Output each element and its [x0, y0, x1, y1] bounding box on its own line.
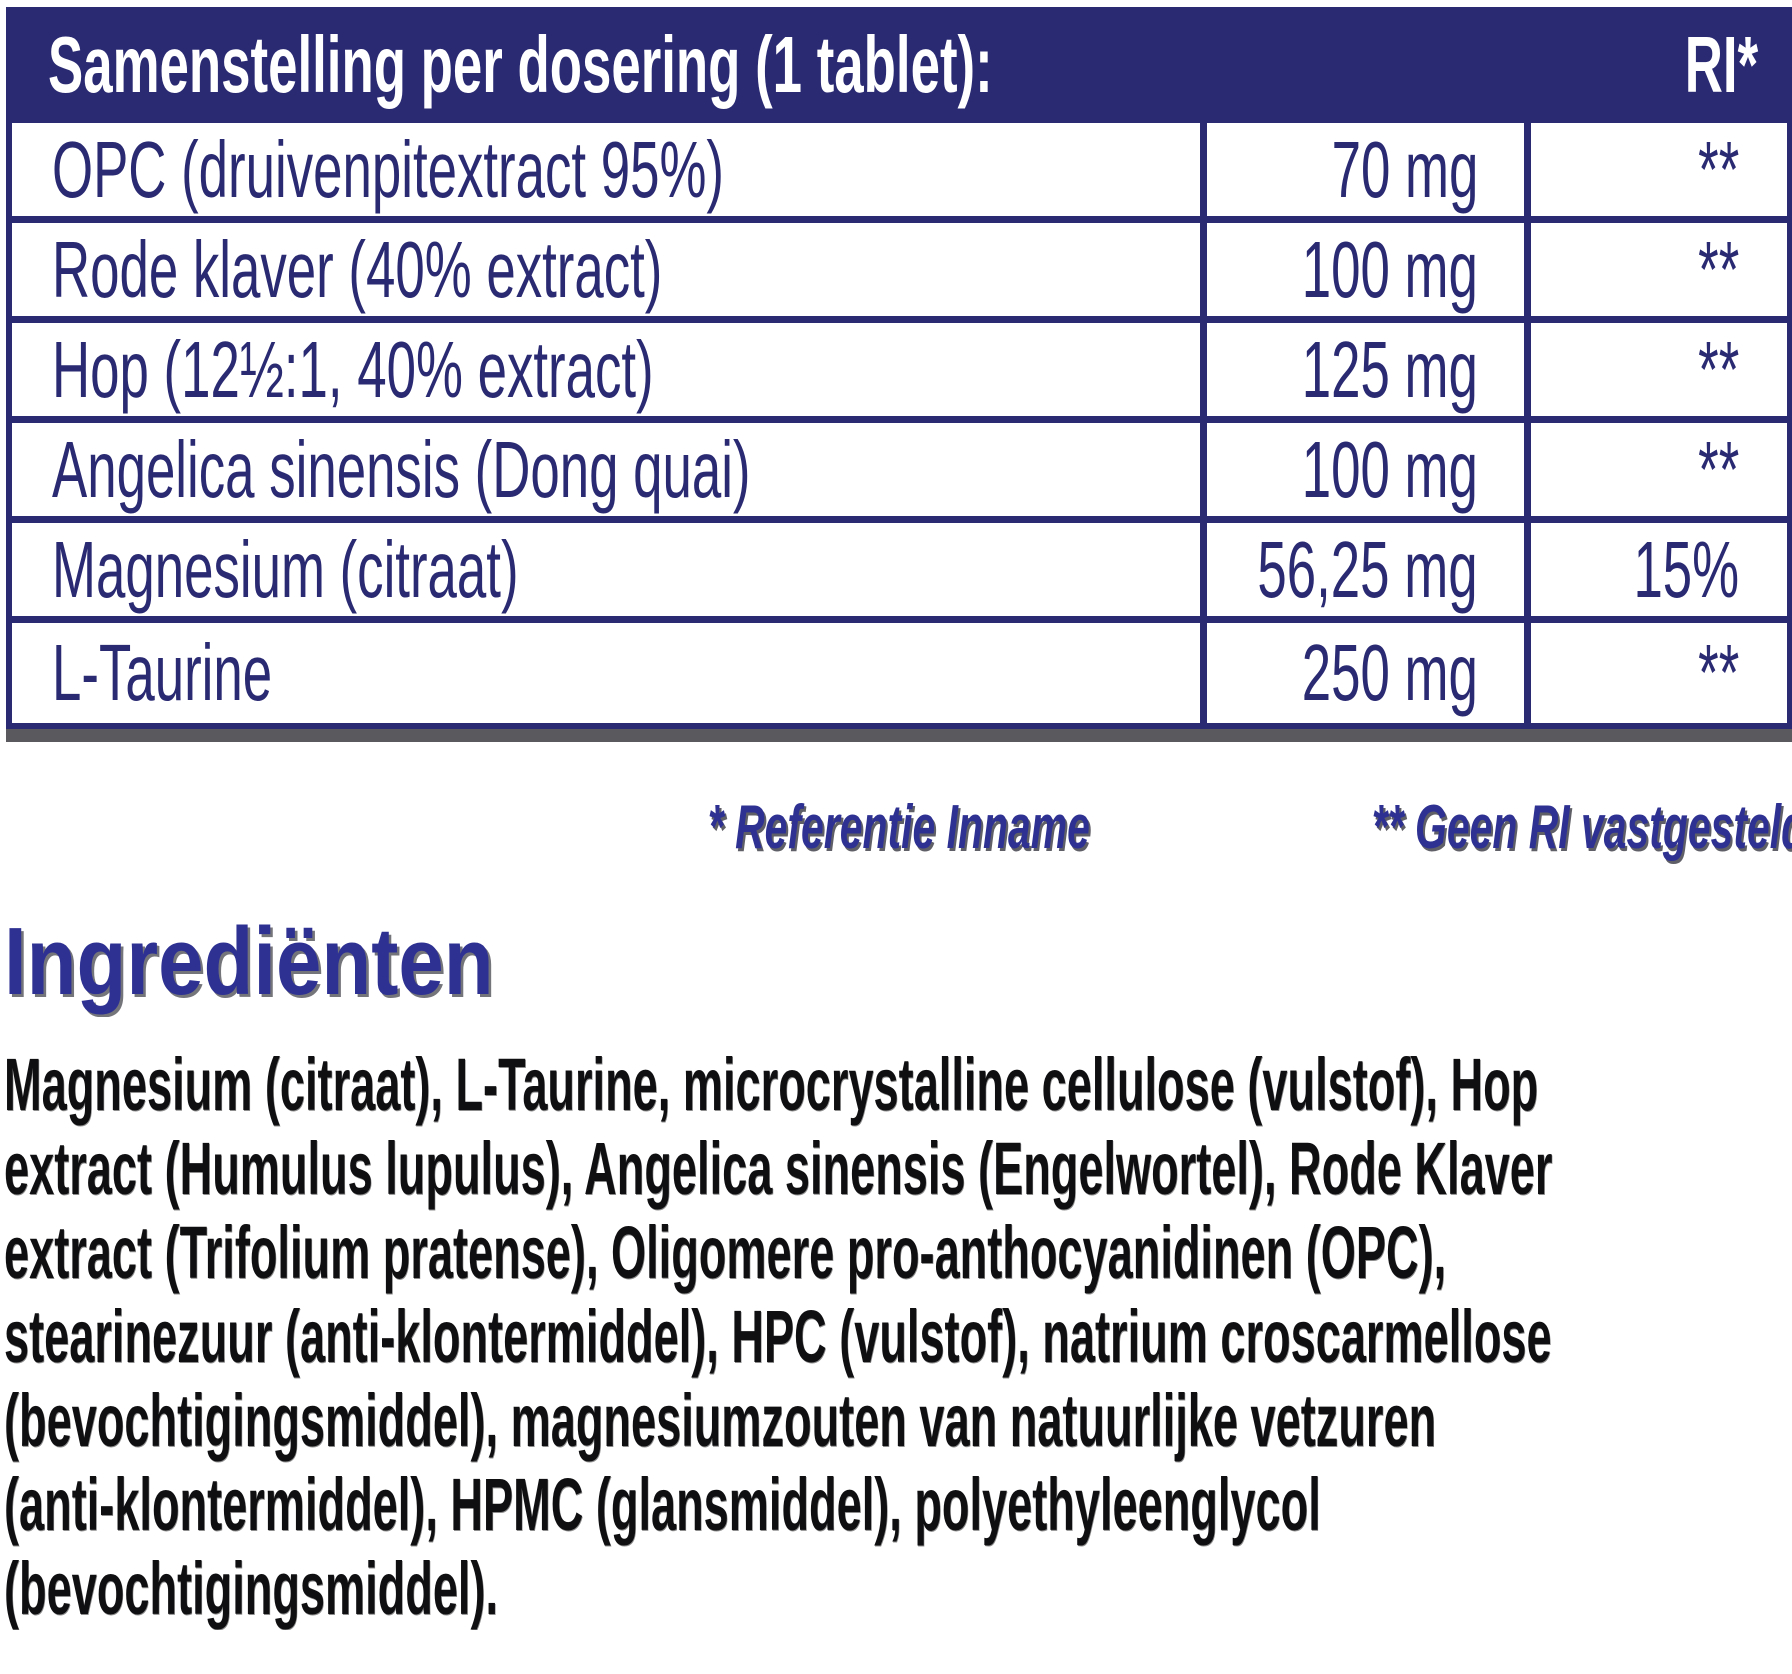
table-row: Angelica sinensis (Dong quai) 100 mg **: [12, 423, 1787, 523]
ri-column-header: RI*: [1684, 20, 1758, 109]
amount-cell: 56,25 mg: [1200, 523, 1524, 616]
ingredient-name: L-Taurine: [52, 628, 273, 717]
table-row: Hop (12½:1, 40% extract) 125 mg **: [12, 323, 1787, 423]
table-row: Rode klaver (40% extract) 100 mg **: [12, 223, 1787, 323]
ri-cell: **: [1524, 323, 1787, 416]
ingredient-name-cell: Rode klaver (40% extract): [12, 223, 1200, 316]
ingredients-body: Magnesium (citraat), L-Taurine, microcry…: [4, 1043, 1553, 1630]
ingredient-name: Magnesium (citraat): [52, 524, 519, 614]
supplement-label: Samenstelling per dosering (1 tablet): R…: [0, 7, 1792, 1631]
table-header: Samenstelling per dosering (1 tablet): R…: [6, 7, 1792, 123]
amount-cell: 100 mg: [1200, 223, 1524, 316]
table-row: OPC (druivenpitextract 95%) 70 mg **: [12, 123, 1787, 223]
ingredient-name: Hop (12½:1, 40% extract): [52, 324, 654, 414]
footnote: * Referentie Inname ** Geen RI vastgestel…: [0, 792, 1792, 863]
footnote-reference-intake: * Referentie Inname: [707, 793, 1090, 862]
ri-value: **: [1697, 628, 1739, 717]
ingredients-heading: Ingrediënten: [4, 908, 494, 1015]
ri-cell: **: [1524, 123, 1787, 216]
ingredient-name-cell: Angelica sinensis (Dong quai): [12, 423, 1200, 516]
table-drop-shadow: [6, 729, 1792, 742]
ri-value: **: [1697, 424, 1739, 514]
ri-value: **: [1697, 324, 1739, 414]
ri-value: **: [1697, 124, 1739, 214]
supplement-facts-table: Samenstelling per dosering (1 tablet): R…: [6, 7, 1792, 729]
amount-value: 100 mg: [1301, 224, 1478, 314]
amount-cell: 250 mg: [1200, 623, 1524, 723]
amount-cell: 100 mg: [1200, 423, 1524, 516]
table-title: Samenstelling per dosering (1 tablet):: [48, 20, 993, 109]
amount-value: 250 mg: [1301, 628, 1478, 717]
amount-value: 70 mg: [1331, 124, 1478, 214]
ri-value: **: [1697, 224, 1739, 314]
table-body: OPC (druivenpitextract 95%) 70 mg ** Rod…: [6, 123, 1792, 729]
ri-cell: 15%: [1524, 523, 1787, 616]
ri-cell: **: [1524, 223, 1787, 316]
ri-value: 15%: [1633, 524, 1739, 614]
ingredient-name: Angelica sinensis (Dong quai): [52, 424, 751, 514]
ri-cell: **: [1524, 623, 1787, 723]
table-row: Magnesium (citraat) 56,25 mg 15%: [12, 523, 1787, 623]
ingredient-name: Rode klaver (40% extract): [52, 224, 663, 314]
footnote-no-ri: ** Geen RI vastgesteld: [1371, 793, 1792, 862]
ingredient-name-cell: OPC (druivenpitextract 95%): [12, 123, 1200, 216]
amount-cell: 125 mg: [1200, 323, 1524, 416]
table-row: L-Taurine 250 mg **: [12, 623, 1787, 723]
amount-value: 125 mg: [1301, 324, 1478, 414]
amount-value: 100 mg: [1301, 424, 1478, 514]
ri-cell: **: [1524, 423, 1787, 516]
ingredient-name: OPC (druivenpitextract 95%): [52, 124, 724, 214]
ingredient-name-cell: Hop (12½:1, 40% extract): [12, 323, 1200, 416]
ingredient-name-cell: Magnesium (citraat): [12, 523, 1200, 616]
amount-cell: 70 mg: [1200, 123, 1524, 216]
amount-value: 56,25 mg: [1257, 524, 1478, 614]
ingredient-name-cell: L-Taurine: [12, 623, 1200, 723]
